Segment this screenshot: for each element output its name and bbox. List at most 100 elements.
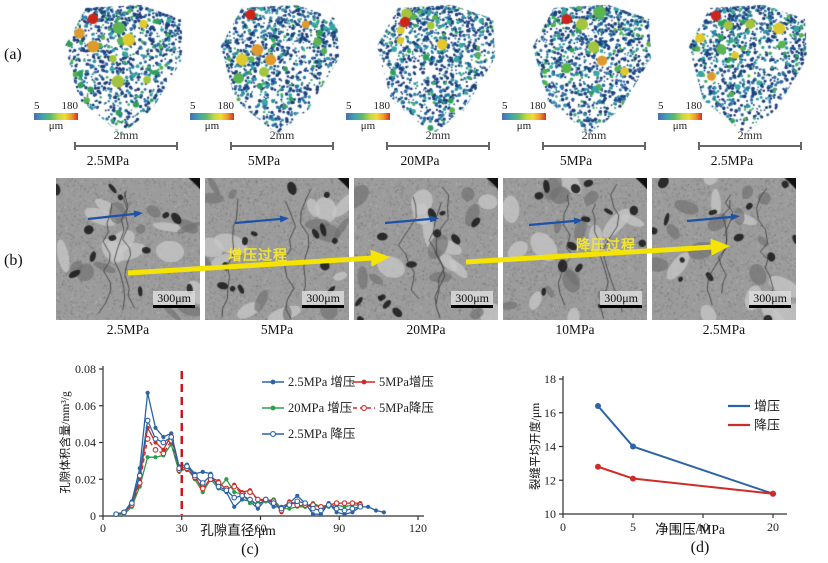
scalebar-300um: 300μm bbox=[749, 291, 791, 308]
data-point bbox=[295, 493, 300, 498]
data-point bbox=[357, 503, 364, 510]
data-point bbox=[231, 483, 238, 490]
data-point bbox=[349, 500, 356, 506]
data-point bbox=[247, 489, 253, 495]
scalebar-line bbox=[542, 142, 646, 150]
data-point bbox=[333, 500, 340, 506]
y-tick-label: 18 bbox=[544, 372, 556, 386]
pore-rendering-panel-3: 5 180 μm 2mm 20MPa bbox=[342, 2, 498, 172]
data-point bbox=[341, 500, 348, 506]
pressure-label: 20MPa bbox=[406, 322, 446, 337]
data-point bbox=[239, 492, 245, 499]
data-point bbox=[184, 463, 190, 470]
data-point bbox=[325, 502, 332, 508]
data-point bbox=[302, 500, 308, 506]
scalebar-line bbox=[698, 142, 802, 150]
x-tick-label: 60 bbox=[255, 521, 267, 535]
colorbar-unit: μm bbox=[516, 120, 532, 132]
y-tick-label: 0.02 bbox=[75, 472, 96, 486]
scalebar-line bbox=[386, 142, 490, 150]
data-point bbox=[232, 490, 237, 495]
colorbar-max: 180 bbox=[529, 100, 547, 112]
data-point bbox=[161, 434, 166, 440]
ct-slice-panel-1: 300μm 2.5MPa bbox=[56, 178, 200, 340]
colorbar: 5 180 μm bbox=[502, 101, 546, 132]
panel-a-letter: (a) bbox=[4, 46, 22, 63]
data-point bbox=[247, 496, 253, 503]
colorbar-min: 5 bbox=[346, 100, 352, 112]
colorbar-unit: μm bbox=[48, 120, 64, 132]
legend-entry: 2.5MPa 增压 bbox=[288, 374, 355, 389]
chart-c-svg: 0 0.02 0.04 0.06 0.08 0 30 60 90 120 2.5MPa 增压 5MPa… bbox=[58, 362, 434, 538]
scalebar-line bbox=[230, 142, 334, 150]
x-tick-label: 0 bbox=[560, 520, 566, 534]
data-point bbox=[373, 508, 379, 513]
scalebar-2mm: 2mm bbox=[698, 129, 802, 150]
pressure-label: 2.5MPa bbox=[106, 322, 150, 337]
panel-c-letter: (c) bbox=[241, 541, 259, 558]
data-point bbox=[145, 390, 150, 395]
y-tick-label: 10 bbox=[544, 507, 556, 521]
y-axis-label: 孔隙体积含量/mm³/g bbox=[58, 391, 72, 494]
data-point bbox=[153, 425, 158, 430]
y-tick-label: 0.04 bbox=[75, 436, 96, 450]
pressure-label: 2.5MPa bbox=[86, 153, 130, 168]
colorbar-unit: μm bbox=[672, 120, 688, 132]
x-tick-label: 10 bbox=[697, 520, 709, 534]
data-point bbox=[207, 472, 214, 479]
data-point bbox=[224, 477, 229, 482]
scalebar-2mm: 2mm bbox=[386, 129, 490, 150]
scalebar-2mm: 2mm bbox=[542, 129, 646, 150]
data-point bbox=[770, 490, 776, 497]
colorbar-unit: μm bbox=[360, 120, 376, 132]
data-point bbox=[255, 496, 261, 503]
data-point bbox=[278, 505, 285, 512]
x-axis-label: 孔隙直径/μm bbox=[200, 523, 276, 538]
data-point bbox=[215, 483, 222, 490]
data-point bbox=[255, 502, 261, 508]
scalebar-label: 2mm bbox=[425, 128, 451, 142]
pore-cloud-image bbox=[64, 4, 184, 136]
data-point bbox=[199, 485, 206, 492]
y-tick-label: 14 bbox=[544, 440, 556, 454]
legend-entry: 增压 bbox=[754, 399, 780, 414]
y-tick-label: 12 bbox=[544, 473, 556, 487]
data-point bbox=[136, 472, 143, 479]
scalebar-label: 2mm bbox=[113, 128, 139, 142]
colorbar-gradient bbox=[34, 113, 78, 120]
pressure-label: 20MPa bbox=[400, 153, 440, 168]
legend-entry: 5MPa增压 bbox=[379, 374, 434, 389]
data-point bbox=[192, 472, 198, 479]
pressure-label: 10MPa bbox=[555, 322, 595, 337]
colorbar-max: 180 bbox=[217, 100, 235, 112]
data-point bbox=[144, 435, 151, 442]
panel-b-letter: (b) bbox=[4, 252, 23, 269]
data-point bbox=[160, 439, 167, 446]
colorbar-max: 180 bbox=[685, 100, 703, 112]
data-point bbox=[145, 455, 150, 460]
scalebar-300um: 300μm bbox=[153, 291, 195, 308]
data-point bbox=[223, 487, 230, 494]
colorbar: 5 180 μm bbox=[190, 101, 234, 132]
x-tick-label: 90 bbox=[333, 521, 345, 535]
series-line bbox=[115, 437, 361, 515]
pressure-label: 2.5MPa bbox=[702, 322, 746, 337]
ct-slice-panel-4: 300μm 10MPa bbox=[503, 178, 647, 340]
data-point bbox=[129, 500, 135, 506]
colorbar-max: 180 bbox=[61, 100, 79, 112]
data-point bbox=[200, 469, 205, 474]
data-point bbox=[286, 502, 293, 508]
x-tick-label: 120 bbox=[409, 521, 427, 535]
colorbar-gradient bbox=[190, 113, 234, 120]
colorbar-unit: μm bbox=[204, 120, 220, 132]
pressure-label: 2.5MPa bbox=[710, 153, 754, 168]
data-point bbox=[232, 504, 237, 509]
axes bbox=[102, 366, 424, 517]
scalebar-label: 2mm bbox=[737, 128, 763, 142]
y-tick-label: 0.08 bbox=[75, 362, 96, 376]
x-axis-label: 净围压/MPa bbox=[655, 522, 725, 537]
x-tick-label: 5 bbox=[630, 520, 636, 534]
pressure-label: 5MPa bbox=[559, 153, 593, 168]
